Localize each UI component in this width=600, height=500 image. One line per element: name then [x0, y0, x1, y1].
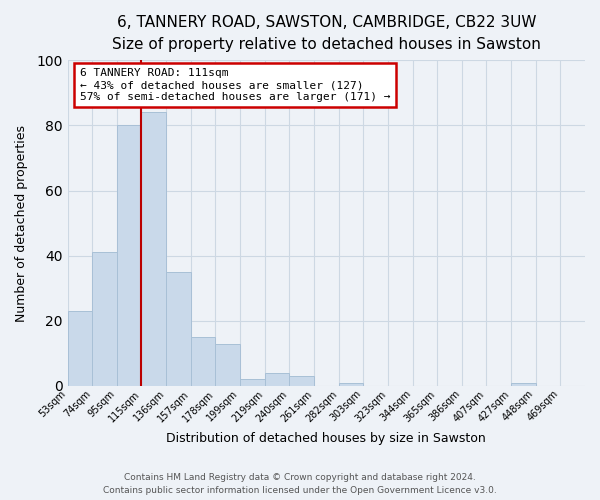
Bar [166, 272, 191, 386]
Bar [215, 344, 240, 386]
Title: 6, TANNERY ROAD, SAWSTON, CAMBRIDGE, CB22 3UW
Size of property relative to detac: 6, TANNERY ROAD, SAWSTON, CAMBRIDGE, CB2… [112, 15, 541, 52]
Bar [68, 311, 92, 386]
Text: 6 TANNERY ROAD: 111sqm
← 43% of detached houses are smaller (127)
57% of semi-de: 6 TANNERY ROAD: 111sqm ← 43% of detached… [80, 68, 391, 102]
Bar [117, 126, 142, 386]
Text: Contains HM Land Registry data © Crown copyright and database right 2024.
Contai: Contains HM Land Registry data © Crown c… [103, 473, 497, 495]
Bar [338, 382, 363, 386]
Y-axis label: Number of detached properties: Number of detached properties [15, 124, 28, 322]
X-axis label: Distribution of detached houses by size in Sawston: Distribution of detached houses by size … [166, 432, 486, 445]
Bar [191, 337, 215, 386]
Bar [142, 112, 166, 386]
Bar [240, 380, 265, 386]
Bar [92, 252, 117, 386]
Bar [511, 382, 536, 386]
Bar [289, 376, 314, 386]
Bar [265, 373, 289, 386]
